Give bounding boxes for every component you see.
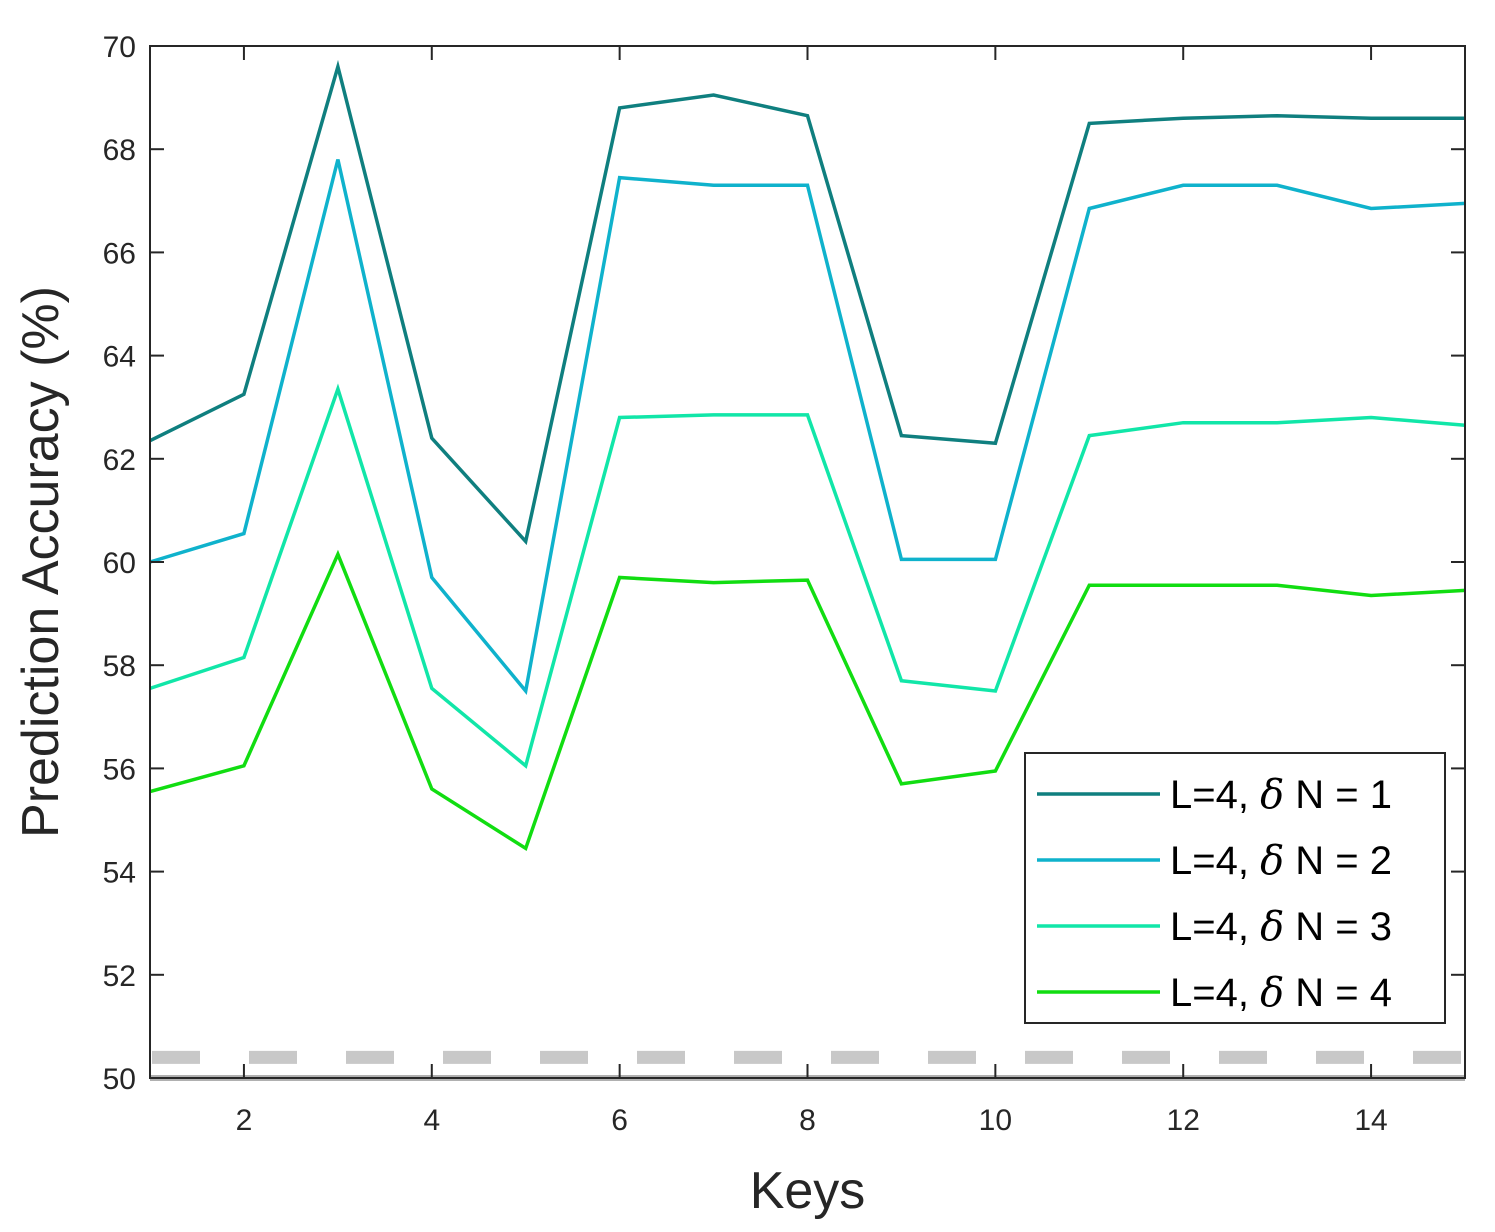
legend-label-3: L=4, δ N = 3 [1170,904,1392,950]
x-tick-label: 12 [1167,1104,1200,1137]
x-tick-label: 10 [979,1104,1012,1137]
y-tick-label: 60 [103,547,136,580]
y-axis-label: Prediction Accuracy (%) [12,286,70,838]
series-line-3 [149,383,1466,769]
y-tick-label: 68 [103,134,136,167]
legend-label-2: L=4, δ N = 2 [1170,838,1392,884]
y-tick-label: 54 [103,857,136,890]
x-tick-label: 6 [611,1104,628,1137]
series-line-2 [149,159,1466,696]
y-tick-label: 64 [103,341,136,374]
x-tick-label: 8 [799,1104,816,1137]
legend-label-1: L=4, δ N = 1 [1170,772,1392,818]
series-lines [149,59,1466,852]
x-tick-label: 4 [423,1104,440,1137]
series-line-4 [149,549,1466,852]
series-line-1 [149,59,1465,546]
x-axis-label: Keys [750,1162,866,1220]
y-tick-label: 58 [103,650,136,683]
y-tick-label: 62 [103,444,136,477]
x-tick-label: 14 [1354,1104,1387,1137]
y-tick-label: 70 [103,31,136,64]
y-tick-label: 52 [103,960,136,993]
legend-label-4: L=4, δ N = 4 [1170,970,1392,1016]
y-tick-label: 66 [103,237,136,270]
x-tick-label: 2 [236,1104,253,1137]
y-tick-label: 50 [103,1063,136,1096]
y-tick-label: 56 [103,753,136,786]
legend: L=4, δ N = 1 L=4, δ N = 2 L=4, δ N = 3 L=4,… [1024,752,1446,1024]
legend-box [1024,752,1446,1024]
